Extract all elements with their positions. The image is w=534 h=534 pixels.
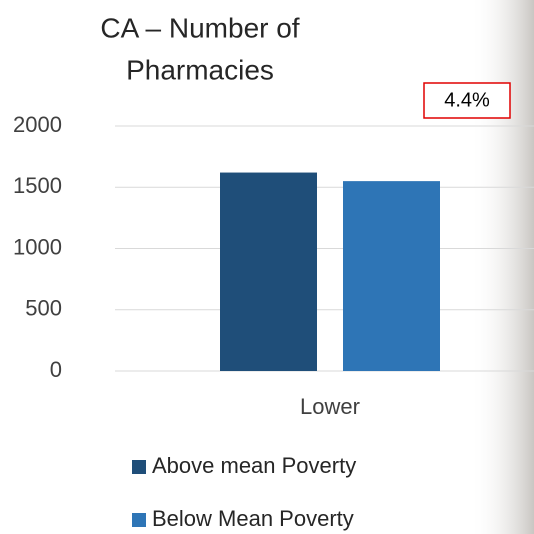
y-tick-label: 1000 [13,234,62,259]
legend-label: Above mean Poverty [152,453,356,478]
legend-label: Below Mean Poverty [152,506,354,531]
bar [220,172,317,371]
bar [343,181,440,371]
x-tick-label: Lower [300,394,360,419]
y-tick-label: 500 [25,296,62,321]
legend-swatch [132,460,146,474]
y-tick-label: 2000 [13,112,62,137]
annotation: 4.4% [444,89,490,111]
y-tick-label: 1500 [13,173,62,198]
legend-swatch [132,513,146,527]
y-tick-label: 0 [50,357,62,382]
chart-title: Pharmacies [126,54,274,85]
annotation-box [423,82,511,119]
background-photo [470,0,534,534]
chart-title: CA – Number of [100,12,299,43]
